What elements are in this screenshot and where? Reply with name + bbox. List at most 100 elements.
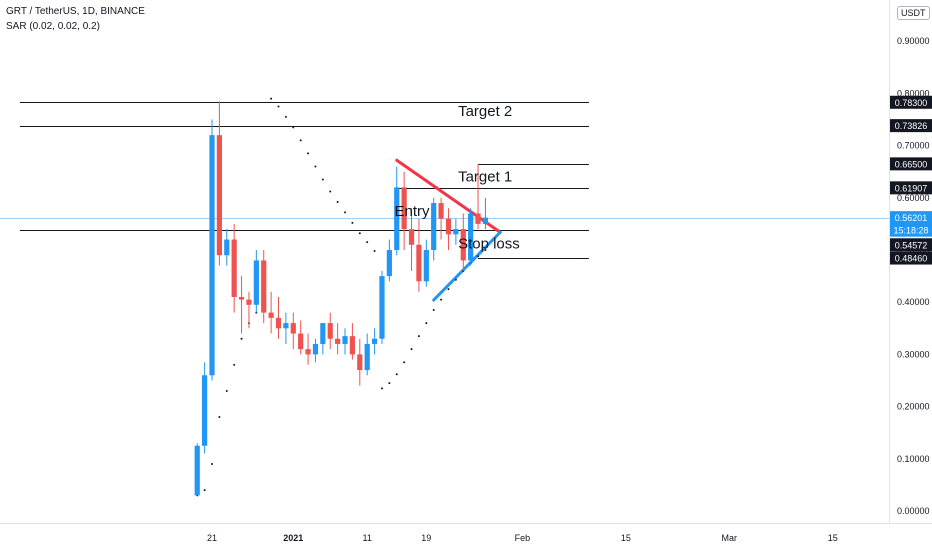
candle-body bbox=[401, 187, 407, 230]
sar-dot bbox=[440, 298, 443, 301]
candle-body bbox=[298, 333, 304, 350]
sar-dot bbox=[403, 361, 406, 364]
sar-dot bbox=[307, 152, 310, 155]
price-label-bg bbox=[890, 251, 932, 265]
candle-body bbox=[453, 229, 459, 235]
sar-dot bbox=[336, 200, 339, 203]
candle-body bbox=[371, 338, 378, 344]
candle-body bbox=[342, 336, 348, 344]
candle-body bbox=[327, 323, 333, 339]
sar-dot bbox=[417, 335, 420, 338]
sar-dot bbox=[351, 221, 354, 224]
sar-dot bbox=[366, 241, 369, 244]
annotation-label: Target 1 bbox=[458, 169, 512, 186]
price-tick-label: 0.60000 bbox=[897, 193, 930, 203]
price-label-text: 0.73826 bbox=[895, 121, 928, 131]
sar-dot bbox=[284, 115, 287, 118]
price-tick-label: 0.00000 bbox=[897, 506, 930, 516]
time-tick-label: Feb bbox=[515, 533, 531, 543]
candle-body bbox=[394, 187, 400, 250]
candle-body bbox=[386, 250, 392, 277]
symbol-title: GRT / TetherUS, 1D, BINANCE bbox=[6, 6, 145, 17]
time-tick-label: Mar bbox=[722, 533, 738, 543]
candle-body bbox=[209, 135, 215, 376]
price-tick-label: 0.80000 bbox=[897, 88, 930, 98]
price-label-bg bbox=[890, 211, 932, 225]
candle-body bbox=[482, 217, 489, 224]
candle-body bbox=[445, 218, 452, 235]
currency-button[interactable]: USDT bbox=[897, 6, 930, 20]
sar-dot bbox=[240, 337, 243, 340]
annotation-label: Stop loss bbox=[458, 235, 520, 252]
sar-dot bbox=[425, 322, 428, 325]
sar-dot bbox=[233, 363, 236, 366]
sar-dot bbox=[380, 387, 383, 390]
sar-dot bbox=[432, 309, 435, 312]
annotations: Target 2 Target 1 Entry Stop loss bbox=[395, 103, 520, 253]
price-label-text: 0.66500 bbox=[895, 159, 928, 169]
price-label-text: 0.48460 bbox=[895, 254, 928, 264]
time-tick-label: 19 bbox=[421, 533, 431, 543]
candle-body bbox=[253, 260, 259, 305]
price-tick-label: 0.70000 bbox=[897, 141, 930, 151]
sar-dot bbox=[292, 126, 295, 129]
candle-body bbox=[246, 299, 252, 305]
candle-body bbox=[408, 229, 415, 245]
sar-dot bbox=[395, 373, 398, 376]
price-label-text: 0.78300 bbox=[895, 98, 928, 108]
time-tick-label: 15 bbox=[828, 533, 838, 543]
time-tick-label: 15 bbox=[621, 533, 631, 543]
sar-dot bbox=[211, 463, 213, 466]
price-label-text: 15:18:28 bbox=[893, 226, 928, 236]
triangle-lower-line bbox=[432, 230, 502, 302]
sar-dot bbox=[225, 389, 228, 392]
time-tick-label: 2021 bbox=[283, 533, 303, 543]
price-label-text: 0.56201 bbox=[895, 213, 928, 223]
candle-body bbox=[231, 239, 237, 297]
sar-dot bbox=[277, 105, 280, 108]
candle-body bbox=[357, 354, 363, 371]
candle-body bbox=[312, 343, 319, 355]
price-label-bg bbox=[890, 223, 932, 237]
sar-dot bbox=[299, 139, 302, 142]
price-label-text: 0.54572 bbox=[895, 240, 928, 250]
price-label-bg bbox=[890, 181, 932, 195]
sar-dot bbox=[314, 165, 317, 168]
sar-dot bbox=[447, 288, 450, 291]
candle-body bbox=[320, 323, 326, 344]
price-label-bg bbox=[890, 119, 932, 133]
sar-dot bbox=[454, 278, 457, 281]
time-tick-label: 11 bbox=[363, 533, 372, 543]
price-label-bg bbox=[890, 95, 932, 109]
sar-dot bbox=[373, 250, 376, 253]
price-tick-label: 0.20000 bbox=[897, 402, 930, 412]
candle-body bbox=[305, 349, 311, 355]
candle-body bbox=[224, 239, 230, 256]
annotation-label: Entry bbox=[395, 203, 431, 220]
candle-body bbox=[238, 296, 245, 300]
candle-body bbox=[202, 375, 208, 446]
horizontal-levels bbox=[19, 102, 589, 259]
sar-dot bbox=[477, 255, 480, 258]
candle-body bbox=[194, 445, 200, 496]
price-tick-label: 0.40000 bbox=[897, 297, 930, 307]
candle-body bbox=[335, 338, 341, 344]
candles bbox=[194, 101, 489, 496]
candle-body bbox=[468, 213, 474, 261]
candle-body bbox=[379, 276, 385, 339]
candle-body bbox=[416, 244, 422, 282]
sar-dot bbox=[358, 232, 361, 235]
candle-body bbox=[460, 229, 466, 261]
sar-legend: SAR (0.02, 0.02, 0.2) bbox=[6, 21, 100, 32]
candle-body bbox=[431, 203, 437, 250]
sar-dot bbox=[344, 211, 347, 214]
sar-dot bbox=[203, 489, 206, 492]
candle-body bbox=[290, 323, 296, 334]
annotation-label: Target 2 bbox=[458, 103, 512, 120]
candle-body bbox=[268, 312, 274, 318]
candle-body bbox=[261, 260, 267, 313]
candle-body bbox=[438, 203, 444, 219]
candle-body bbox=[349, 336, 356, 355]
